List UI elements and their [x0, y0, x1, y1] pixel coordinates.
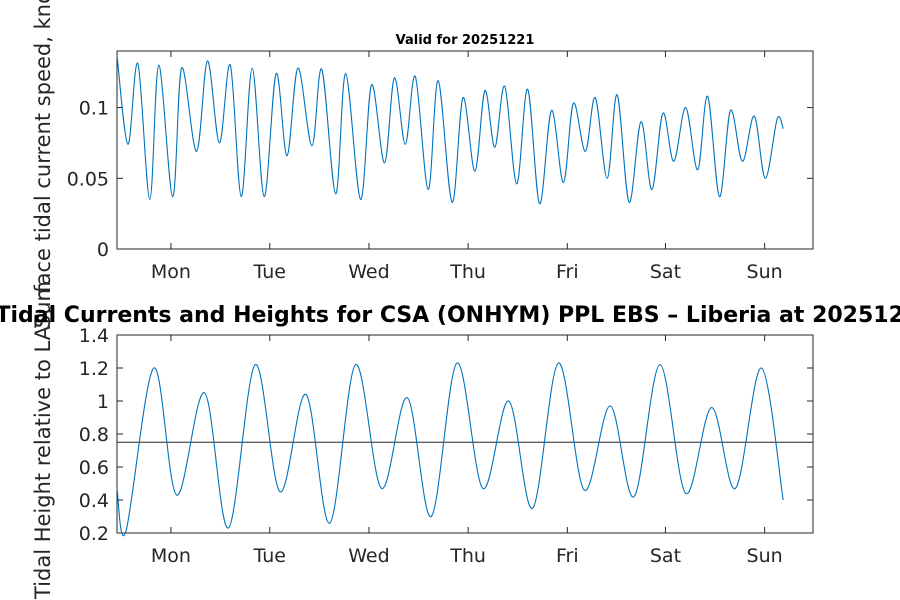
y-tick-label: 1.4 — [79, 325, 109, 347]
x-tick-label-sat: Sat — [650, 261, 681, 283]
y-tick-label: 1 — [97, 391, 109, 413]
tidal-height-chart: 0.2 0.4 0.6 0.8 1 1.2 1.4 Mon Tue Wed Thu Fri Sat Su… — [79, 325, 814, 567]
x-tick-label-tue: Tue — [253, 261, 286, 283]
x-tick-label-sat: Sat — [650, 545, 681, 567]
top-chart-title: Valid for 20251221 — [396, 33, 535, 48]
x-tick-label-mon: Mon — [151, 261, 191, 283]
x-tick-label-mon: Mon — [151, 545, 191, 567]
x-tick-label-tue: Tue — [253, 545, 286, 567]
top-y-axis-label: Surface tidal current speed, knots — [31, 0, 55, 328]
x-tick-label-wed: Wed — [348, 545, 389, 567]
y-tick-label: 0.05 — [67, 168, 109, 190]
y-tick-label: 0.8 — [79, 424, 109, 446]
x-tick-label-thu: Thu — [449, 545, 486, 567]
y-tick-label: 0.1 — [79, 98, 109, 120]
x-tick-label-fri: Fri — [556, 261, 579, 283]
top-plot-frame — [116, 50, 814, 250]
bottom-chart-title: Tidal Currents and Heights for CSA (ONHY… — [0, 303, 900, 328]
tidal-height-series — [116, 362, 784, 536]
y-tick-label: 0.4 — [79, 490, 109, 512]
x-tick-label-wed: Wed — [348, 261, 389, 283]
bottom-y-axis-label: Tidal Height relative to LAT, m — [31, 281, 55, 600]
y-tick-label: 0 — [97, 239, 109, 261]
x-tick-label-thu: Thu — [449, 261, 486, 283]
y-tick-label: 0.2 — [79, 523, 109, 545]
current-speed-series — [116, 55, 784, 205]
x-tick-label-fri: Fri — [556, 545, 579, 567]
y-tick-label: 1.2 — [79, 358, 109, 380]
x-tick-label-sun: Sun — [747, 261, 783, 283]
y-tick-label: 0.6 — [79, 457, 109, 479]
current-speed-chart: 0 0.05 0.1 Mon Tue Wed Thu Fri Sat Sun — [67, 50, 814, 283]
x-tick-label-sun: Sun — [747, 545, 783, 567]
